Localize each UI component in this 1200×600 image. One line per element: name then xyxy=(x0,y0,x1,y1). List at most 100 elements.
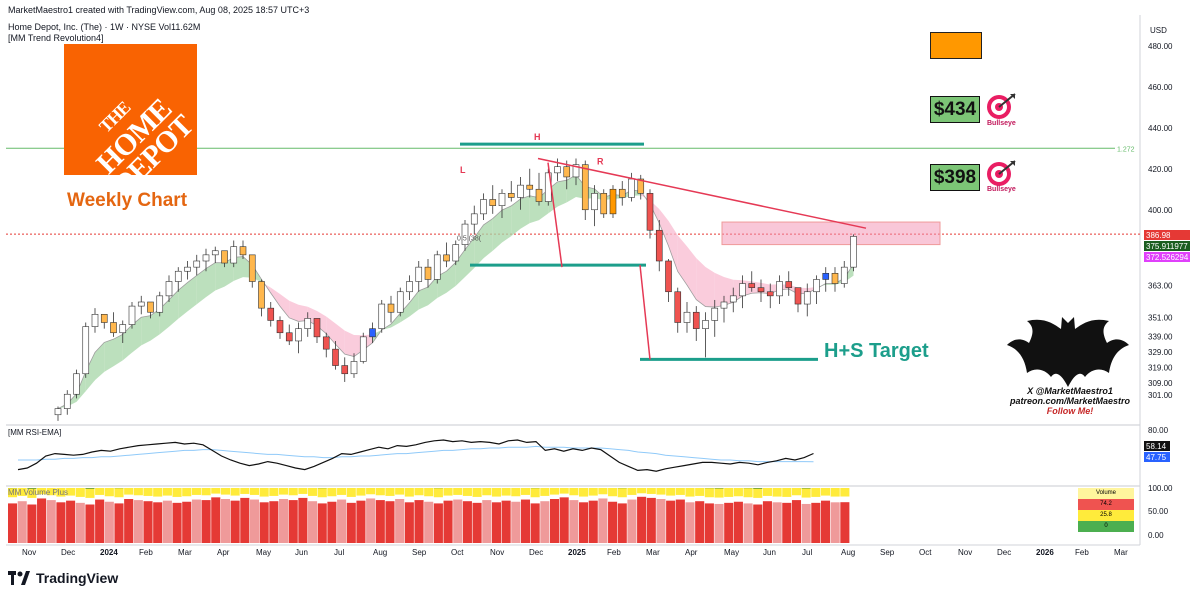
ema-ribbon-segment xyxy=(280,294,290,318)
candle-body xyxy=(831,272,839,284)
volume-bar-buy xyxy=(598,488,608,495)
volume-bar-sell xyxy=(617,503,627,543)
volume-bar-sell xyxy=(317,503,327,543)
candle-body xyxy=(702,320,709,329)
volume-bar-buy xyxy=(153,488,163,497)
logo-text: THE HOME DEPOT xyxy=(90,92,197,175)
volume-bar-sell xyxy=(240,497,250,543)
indicator-name[interactable]: [MM Trend Revolution4] xyxy=(8,33,104,43)
time-tick: Mar xyxy=(178,548,192,557)
volume-bar-buy xyxy=(704,488,714,498)
time-tick: Jun xyxy=(763,548,776,557)
bullseye-icon xyxy=(987,93,1016,119)
candle-body xyxy=(156,295,164,313)
right-shoulder-label: R xyxy=(597,157,604,167)
price-label-text: 375.911977 xyxy=(1146,242,1188,251)
time-tick: 2025 xyxy=(568,548,586,557)
volume-bar-buy xyxy=(472,488,482,497)
volume-bar-buy xyxy=(569,488,579,496)
candle-body xyxy=(794,287,802,305)
volume-bar-buy xyxy=(143,488,153,496)
candle-body xyxy=(498,193,506,206)
candle-body xyxy=(655,229,663,262)
volume-bar-sell xyxy=(269,501,279,543)
volume-bar-buy xyxy=(124,488,134,495)
ema-ribbon-segment xyxy=(85,352,95,392)
candle-body xyxy=(850,236,857,268)
volume-bar-neutral xyxy=(27,488,37,489)
currency-label: USD xyxy=(1150,26,1167,35)
volume-bar-buy xyxy=(259,488,269,497)
time-tick: Dec xyxy=(997,548,1011,557)
candle-body xyxy=(258,281,265,309)
volume-bar-buy xyxy=(385,488,395,496)
volume-bar-buy xyxy=(395,488,405,495)
volume-bar-sell xyxy=(191,499,201,543)
time-tick: Dec xyxy=(529,548,543,557)
symbol-title[interactable]: Home Depot, Inc. (The) · 1W · NYSE Vol11… xyxy=(8,22,201,32)
ema-ribbon-segment xyxy=(483,218,493,259)
time-tick: 2026 xyxy=(1036,548,1054,557)
volume-bar-sell xyxy=(66,500,76,543)
volume-bar-sell xyxy=(540,501,550,543)
volume-bar-sell xyxy=(762,501,772,543)
ema-ribbon-segment xyxy=(224,257,234,287)
volume-bar-sell xyxy=(579,502,589,543)
volume-bar-buy xyxy=(220,488,230,495)
candle-body xyxy=(572,164,580,178)
candle-body xyxy=(729,295,737,303)
volume-bar-sell xyxy=(724,502,734,543)
volume-bar-sell xyxy=(249,499,260,543)
tradingview-brand[interactable]: TradingView xyxy=(8,570,118,586)
candle-body xyxy=(54,408,62,416)
candle-body xyxy=(137,301,145,307)
volume-bar-sell xyxy=(830,502,840,543)
volume-bar-sell xyxy=(346,502,356,543)
ema-ribbon-segment xyxy=(677,235,687,286)
rsi-value-badge xyxy=(1144,452,1170,462)
volume-legend-neutral: 0 xyxy=(1078,521,1134,532)
candle-body xyxy=(711,307,719,321)
volume-indicator-label[interactable]: MM Volume Plus xyxy=(8,488,69,497)
ema-ribbon-segment xyxy=(659,209,669,246)
candle-body xyxy=(813,279,820,293)
candle-body xyxy=(480,199,487,215)
candle-body xyxy=(248,254,256,282)
candle-body xyxy=(591,193,598,211)
volume-bar-sell xyxy=(327,501,337,543)
candle-body xyxy=(378,303,386,329)
resistance-zone xyxy=(721,221,941,246)
ema-ribbon-segment xyxy=(317,310,327,334)
volume-bar-sell xyxy=(337,499,347,543)
volume-bar-buy xyxy=(182,488,192,497)
volume-bar-sell xyxy=(56,502,66,543)
rsi-tick: 80.00 xyxy=(1148,426,1169,435)
candle-body xyxy=(443,254,450,262)
candle-body xyxy=(517,184,524,198)
bat-logo-icon xyxy=(1007,317,1129,387)
ema-ribbon-segment xyxy=(668,220,678,272)
price-tick: 339.00 xyxy=(1148,332,1173,341)
volume-bar-buy xyxy=(95,488,105,495)
volume-bar-sell xyxy=(172,502,182,543)
volume-bar-buy xyxy=(675,488,685,495)
time-tick: Sep xyxy=(880,548,895,557)
volume-bar-sell xyxy=(356,500,366,543)
candle-body xyxy=(128,305,136,325)
left-shoulder-label: L xyxy=(460,165,466,175)
volume-bar-sell xyxy=(133,500,143,543)
time-tick: Nov xyxy=(958,548,972,557)
ema-ribbon-segment xyxy=(178,282,188,319)
time-tick: Jul xyxy=(802,548,812,557)
time-tick: Aug xyxy=(841,548,855,557)
volume-bar-buy xyxy=(366,488,376,495)
rsi-indicator-label[interactable]: [MM RSI-EMA] xyxy=(8,428,62,437)
price-tick: 400.00 xyxy=(1148,206,1173,215)
volume-bar-sell xyxy=(840,502,850,543)
ema-ribbon-segment xyxy=(150,309,160,341)
volume-bar-neutral xyxy=(85,488,95,489)
volume-bar-sell xyxy=(627,499,637,543)
candle-body xyxy=(313,318,321,338)
volume-bar-buy xyxy=(162,488,172,496)
